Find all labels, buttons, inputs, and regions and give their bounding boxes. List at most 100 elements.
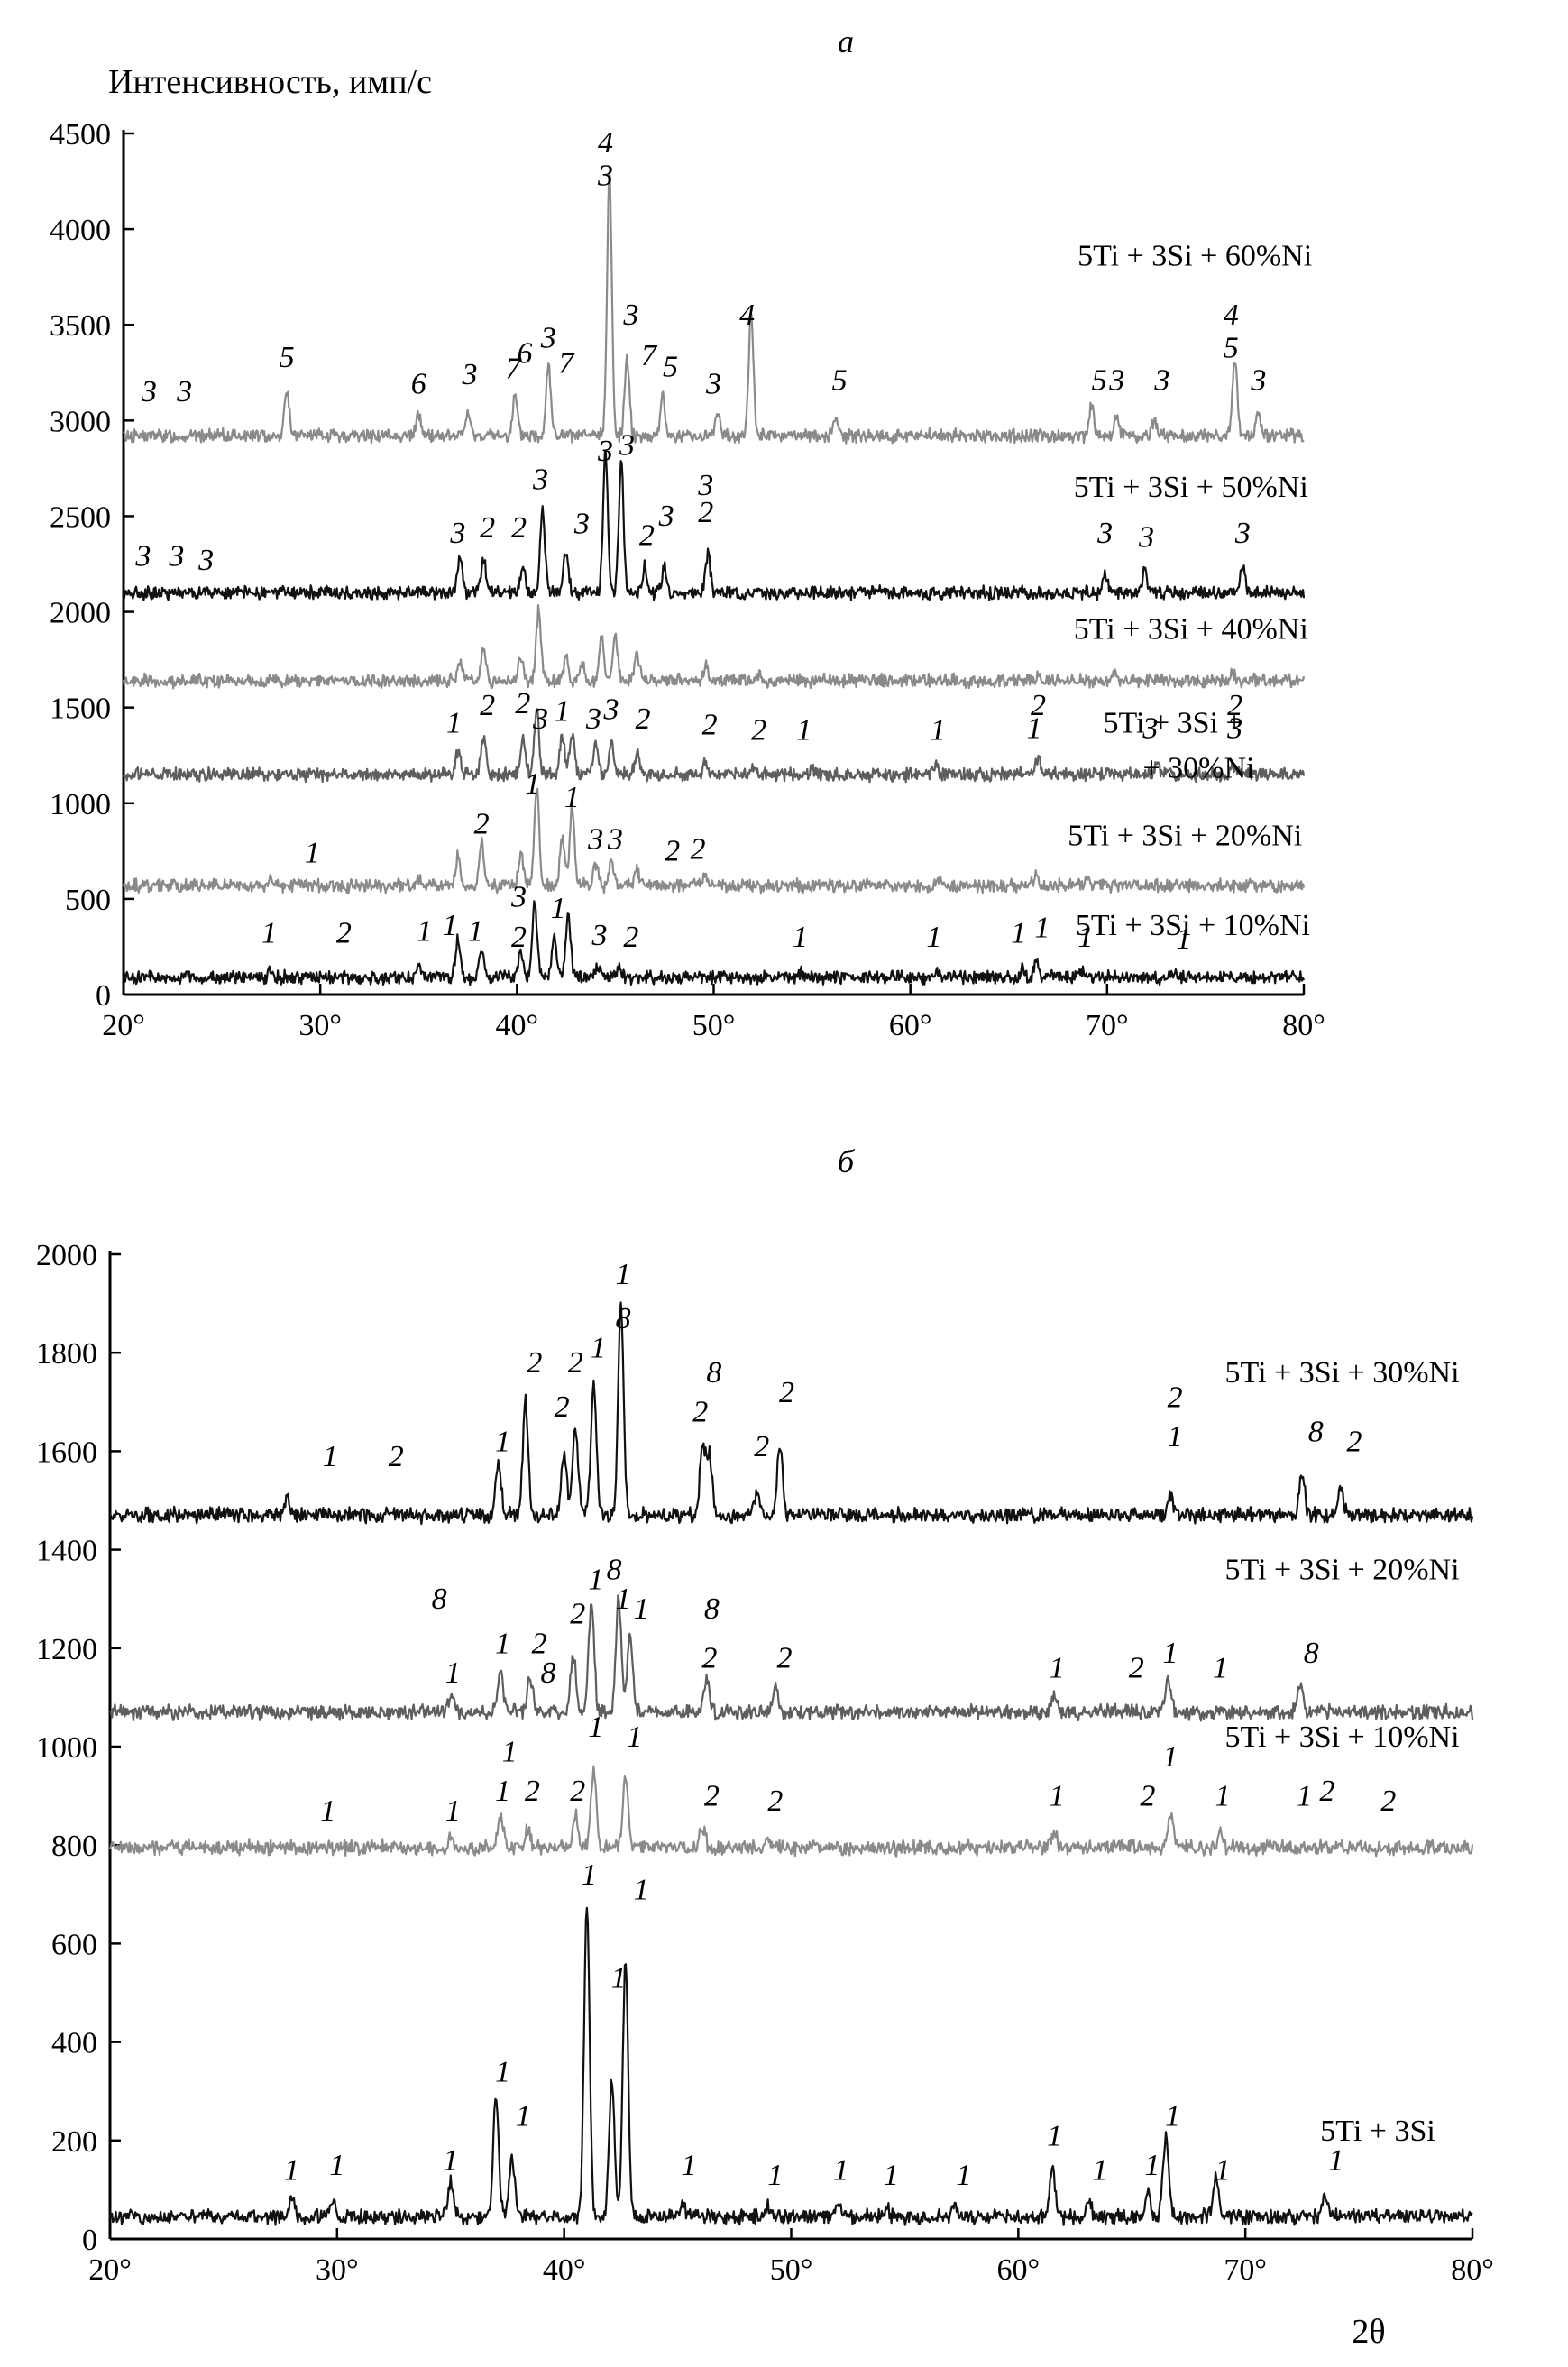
phase-label: 8 <box>704 1592 720 1626</box>
phase-label: 2 <box>480 689 495 722</box>
phase-label: 3 <box>449 517 465 550</box>
phase-label: 2 <box>480 511 495 545</box>
y-tick-label: 1400 <box>36 1535 97 1568</box>
phase-label: 2 <box>1140 1780 1155 1813</box>
phase-label: 3 <box>461 358 477 391</box>
phase-label: 5 <box>1092 363 1107 397</box>
phase-label: 1 <box>468 915 483 949</box>
panel-letter: а <box>838 23 854 60</box>
phase-label: 4 <box>598 126 613 160</box>
phase-label: 3 <box>532 702 548 736</box>
diffraction-series-line <box>122 604 1306 690</box>
phase-label: 1 <box>1215 2153 1230 2187</box>
y-tick-label: 500 <box>65 884 111 917</box>
phase-label: 3 <box>619 429 635 463</box>
phase-label: 8 <box>1304 1637 1319 1670</box>
phase-label: 1 <box>1144 2149 1160 2182</box>
phase-label: 1 <box>1077 921 1093 954</box>
phase-label: 1 <box>1297 1780 1312 1813</box>
phase-label: 1 <box>1027 712 1042 746</box>
series-label: 5Ti + 3Si + 50%Ni <box>1074 471 1308 504</box>
phase-label: 1 <box>525 767 540 801</box>
phase-label: 5 <box>832 363 848 397</box>
phase-label: 2 <box>623 921 638 954</box>
phase-label: 1 <box>682 2149 697 2182</box>
phase-label: 3 <box>1234 517 1251 550</box>
series-label: 5Ti + 3Si + 30%Ni <box>1225 1356 1460 1390</box>
diffraction-series-line <box>108 1765 1474 1858</box>
phase-label: 1 <box>634 1873 649 1906</box>
phase-label: 8 <box>706 1356 721 1390</box>
phase-label: 2 <box>776 1642 792 1675</box>
x-axis-title: 2θ <box>1352 2313 1385 2351</box>
phase-label: 5 <box>280 341 295 374</box>
y-tick-label: 400 <box>51 2027 97 2060</box>
x-tick-label: 50° <box>770 2253 813 2287</box>
y-tick-label: 2500 <box>50 500 111 534</box>
phase-label: 1 <box>926 921 941 954</box>
phase-label: 7 <box>641 339 658 372</box>
y-tick-label: 0 <box>82 2224 97 2257</box>
phase-label: 1 <box>1215 1780 1230 1813</box>
phase-label: 3 <box>168 540 184 573</box>
panel-b: б 2θ 0 200 400 600 800 1000 1200 1400 1600 1800 2000… <box>36 1143 1494 2351</box>
phase-label: 2 <box>555 1390 570 1424</box>
phase-label: 1 <box>445 1794 461 1828</box>
x-tick-label: 80° <box>1451 2253 1494 2287</box>
phase-label: 2 <box>698 496 713 529</box>
phase-label: 3 <box>603 693 619 726</box>
phase-label: 4 <box>739 298 755 332</box>
series-label: 5Ti + 3Si + 40%Ni <box>1074 612 1308 646</box>
phase-label: 3 <box>176 375 192 408</box>
phase-label: 7 <box>558 346 575 380</box>
phase-label: 5 <box>1224 331 1239 364</box>
series-label: 5Ti + 3Si + 60%Ni <box>1077 239 1312 272</box>
phase-label: 1 <box>446 706 462 739</box>
phase-label: 1 <box>1050 1780 1065 1813</box>
phase-label: 1 <box>611 1962 627 1995</box>
phase-label: 2 <box>515 687 530 720</box>
phase-label: 1 <box>793 921 808 954</box>
phase-label: 1 <box>320 1794 335 1828</box>
phase-label: 1 <box>767 2159 783 2192</box>
phase-label: 2 <box>568 1346 583 1380</box>
phase-label: 3 <box>532 463 548 497</box>
diffraction-series-line <box>122 450 1306 601</box>
phase-label: 3 <box>705 368 721 401</box>
y-tick-label: 1500 <box>50 693 111 726</box>
diffraction-series-line <box>109 1594 1474 1722</box>
phase-label: 1 <box>443 2144 458 2178</box>
phase-label: 3 <box>573 508 590 541</box>
phase-label: 2 <box>1031 689 1046 722</box>
phase-label: 8 <box>432 1583 447 1616</box>
phase-label: 2 <box>389 1440 404 1473</box>
phase-label: 1 <box>445 1656 461 1690</box>
phase-label: 1 <box>591 1332 606 1365</box>
phase-label: 2 <box>1129 1652 1144 1685</box>
phase-label: 1 <box>1328 2144 1343 2178</box>
phase-label: 1 <box>1165 2099 1180 2133</box>
phase-label: 3 <box>134 540 151 573</box>
y-tick-label: 3500 <box>50 309 111 343</box>
diffraction-series-line <box>108 1906 1473 2226</box>
phase-label: 1 <box>1163 1740 1178 1774</box>
x-tick-label: 40° <box>496 1009 539 1042</box>
phase-label: 1 <box>956 2159 971 2192</box>
phase-label: 6 <box>518 337 533 371</box>
phase-label: 3 <box>587 823 603 857</box>
phase-label: 2 <box>692 1396 708 1429</box>
phase-label: 3 <box>141 375 157 408</box>
diffraction-series-line <box>123 171 1305 445</box>
series-label: 5Ti + 3Si + <box>1103 706 1242 739</box>
phase-label: 1 <box>588 1711 603 1744</box>
phase-label: 3 <box>607 823 623 857</box>
phase-label: 1 <box>502 1735 518 1768</box>
phase-label: 2 <box>1319 1775 1334 1808</box>
phase-label: 1 <box>1047 2119 1062 2152</box>
phase-label: 2 <box>704 1780 720 1813</box>
diffraction-series-line <box>122 900 1306 986</box>
phase-label: 1 <box>616 1583 631 1616</box>
phase-label: 1 <box>417 915 432 949</box>
phase-label: 1 <box>323 1440 338 1473</box>
phase-label: 8 <box>607 1553 622 1586</box>
